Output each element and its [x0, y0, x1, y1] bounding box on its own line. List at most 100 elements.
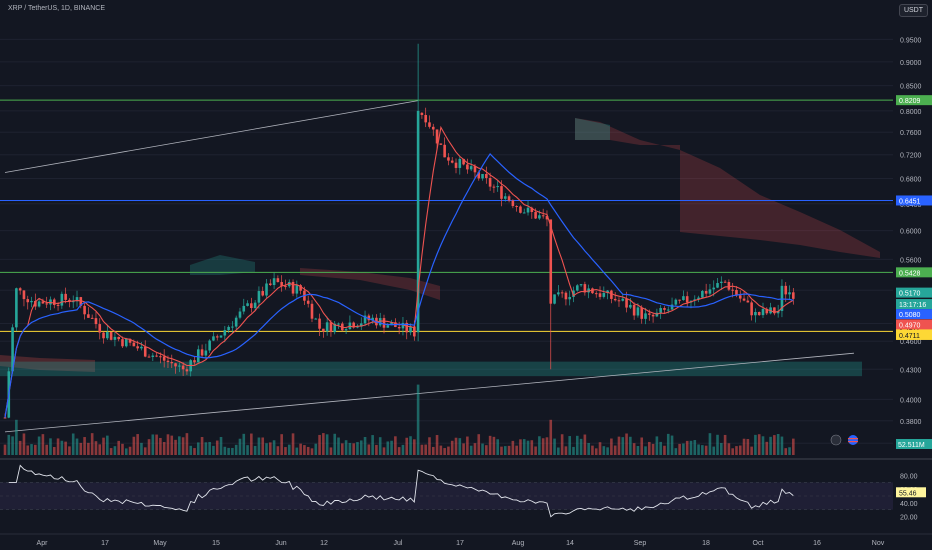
volume-bar [75, 438, 79, 455]
volume-bar [507, 445, 511, 455]
candle-body [109, 331, 113, 340]
candle-body [545, 216, 549, 220]
cloud-red [0, 355, 95, 372]
volume-bar [568, 436, 572, 455]
time-tick-label: Jul [394, 540, 403, 547]
volume-bar [102, 437, 105, 455]
volume-bar [636, 445, 640, 455]
candle-body [685, 296, 689, 303]
volume-bar [18, 440, 22, 455]
candle-body [625, 298, 628, 308]
volume-bar [11, 436, 14, 455]
volume-bar [572, 446, 575, 455]
volume-bar [431, 446, 435, 455]
volume-bar [648, 441, 651, 455]
us-flag-icon [848, 435, 858, 445]
candle-body [731, 289, 734, 291]
candle-body [390, 322, 393, 326]
volume-bar [640, 437, 644, 455]
candle-body [113, 336, 117, 340]
candle-body [746, 300, 750, 303]
candle-body [644, 313, 647, 319]
volume-bar [246, 445, 249, 455]
candle-body [227, 326, 230, 331]
candle-body [322, 328, 325, 332]
price-label-box [896, 329, 932, 340]
volume-bar [416, 384, 420, 455]
candle-body [295, 285, 299, 294]
volume-bar [215, 440, 219, 455]
candle-body [594, 293, 598, 295]
candle-body [41, 301, 45, 304]
volume-bar [7, 434, 11, 455]
candle-body [310, 303, 314, 319]
volume-bar [291, 433, 295, 455]
volume-bar [79, 442, 83, 455]
volume-bar [367, 444, 371, 455]
price-tick-label: 0.9500 [900, 37, 922, 44]
volume-bar [34, 444, 37, 455]
volume-bar [356, 442, 359, 455]
price-label-box [896, 287, 932, 298]
rsi-tick-label: 20.00 [900, 514, 918, 521]
candle-body [413, 326, 416, 337]
candle-body [738, 295, 742, 299]
candle-body [435, 129, 439, 144]
volume-bar [397, 447, 401, 455]
candle-body [276, 278, 280, 283]
candle-body [132, 342, 136, 347]
volume-bar [602, 446, 606, 455]
volume-bar [128, 446, 132, 455]
volume-bar [746, 439, 750, 455]
volume-bar [564, 446, 568, 455]
candle-body [299, 285, 302, 291]
volume-bar [3, 444, 7, 455]
volume-bar [663, 445, 666, 455]
volume-bar [295, 447, 299, 455]
volume-bar [189, 445, 193, 455]
volume-bar [557, 447, 560, 455]
candle-body [496, 186, 499, 188]
support-zone [0, 361, 862, 377]
volume-bar [712, 446, 716, 455]
candle-body [773, 307, 776, 314]
candle-body [431, 126, 435, 130]
candle-body [37, 301, 41, 307]
candle-body [356, 326, 359, 328]
candle-body [196, 349, 200, 363]
candle-body [219, 335, 223, 338]
volume-bar [52, 447, 56, 455]
volume-bar [632, 443, 636, 455]
candle-body [287, 281, 291, 287]
time-tick-label: Sep [634, 540, 647, 547]
volume-bar [716, 434, 719, 455]
volume-bar [405, 437, 409, 455]
volume-bar [257, 437, 261, 455]
candle-body [534, 211, 537, 219]
volume-bar [83, 437, 86, 455]
candle-body [621, 298, 625, 301]
volume-bar [488, 435, 492, 455]
volume-bar [329, 447, 333, 455]
volume-bar [757, 434, 761, 455]
candle-body [378, 318, 382, 326]
candle-body [670, 304, 674, 310]
volume-bar [60, 440, 64, 455]
currency-button[interactable]: USDT [898, 4, 928, 17]
volume-bar [659, 441, 662, 455]
candle-body [147, 356, 151, 358]
candle-body [200, 349, 204, 356]
candle-body [629, 304, 632, 308]
price-label: 0.8209 [899, 98, 921, 105]
candle-body [193, 360, 196, 363]
candle-body [83, 305, 86, 315]
candle-body [318, 318, 321, 329]
candle-body [557, 292, 560, 295]
price-label-box [896, 299, 932, 310]
volume-bar [344, 440, 348, 455]
volume-bar [390, 440, 393, 455]
volume-bar [765, 441, 769, 455]
volume-bar [333, 433, 337, 455]
volume-bar [147, 439, 151, 455]
